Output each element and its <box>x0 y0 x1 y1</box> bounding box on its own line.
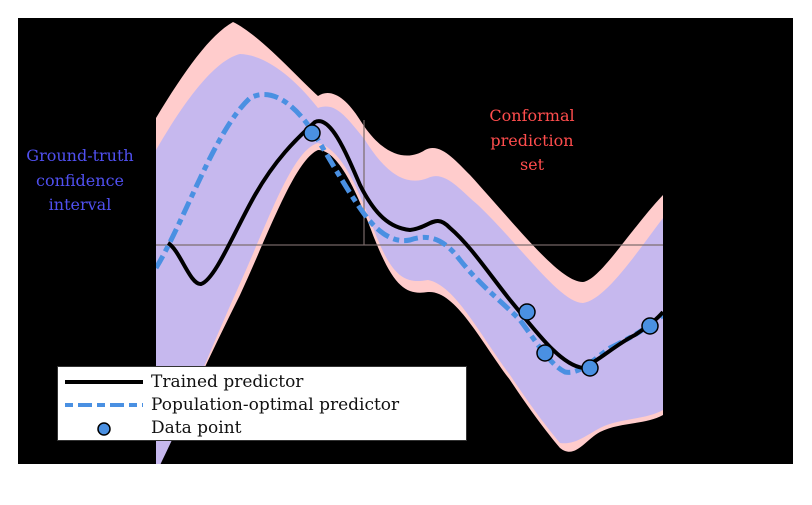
dashdot-line-swatch-icon <box>65 403 143 407</box>
circle-marker-swatch-icon <box>97 422 111 436</box>
data-point-marker <box>581 359 599 377</box>
data-point-marker <box>303 124 321 142</box>
legend: Trained predictor Population-optimal pre… <box>57 366 467 441</box>
annotation-line: interval <box>48 195 112 214</box>
annotation-line: set <box>519 155 545 174</box>
annotation-line: Conformal <box>489 106 575 125</box>
legend-label: Trained predictor <box>151 372 304 392</box>
data-point-marker <box>536 344 554 362</box>
annotation-line: prediction <box>490 130 574 150</box>
population-optimal-line <box>156 92 663 375</box>
ground-truth-annotation: Ground-truth confidence interval <box>10 144 150 218</box>
data-point-marker <box>641 317 659 335</box>
legend-label: Population-optimal predictor <box>151 395 400 415</box>
data-point-marker <box>518 303 536 321</box>
annotation-line: Ground-truth <box>26 146 134 165</box>
conformal-annotation: Conformal prediction set <box>462 104 602 178</box>
data-points <box>303 124 659 377</box>
legend-item-data-point: Data point <box>58 417 466 440</box>
solid-line-swatch-icon <box>65 380 143 384</box>
annotation-line: confidence <box>35 170 124 190</box>
legend-item-population: Population-optimal predictor <box>58 394 466 417</box>
legend-label: Data point <box>151 418 242 438</box>
legend-item-trained: Trained predictor <box>58 371 466 394</box>
